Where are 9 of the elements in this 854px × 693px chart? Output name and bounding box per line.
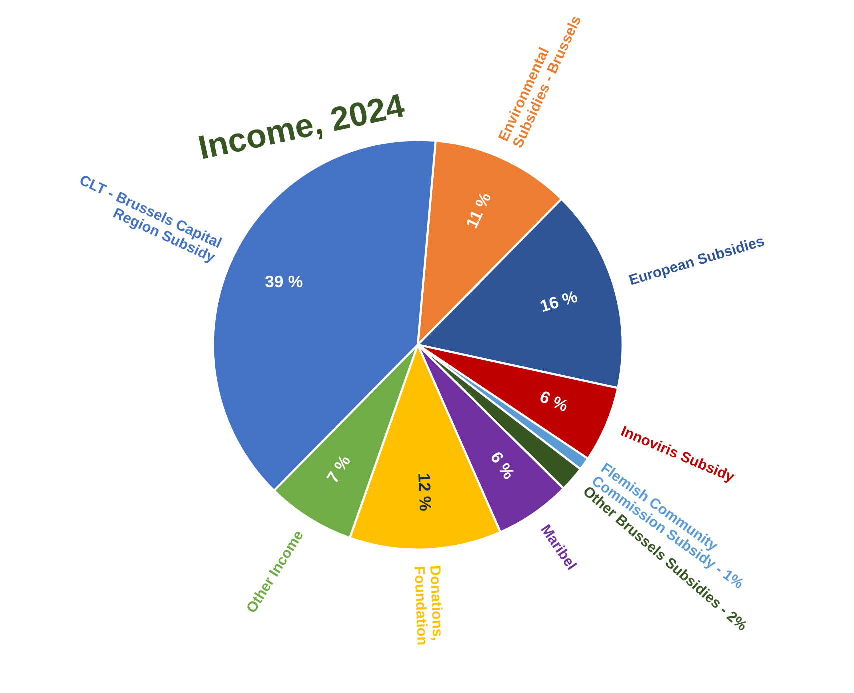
- data-label: 39 %: [266, 276, 303, 288]
- data-label: 6 %: [490, 450, 516, 480]
- data-label: 11 %: [466, 192, 492, 229]
- data-label: 16 %: [540, 290, 578, 312]
- text: Income, 2024: [198, 93, 408, 164]
- data-label: 6 %: [539, 390, 570, 412]
- data-label: 7 %: [326, 454, 352, 484]
- data-label: 12 %: [418, 474, 432, 512]
- slice-label: Donations, Foundation: [414, 566, 444, 645]
